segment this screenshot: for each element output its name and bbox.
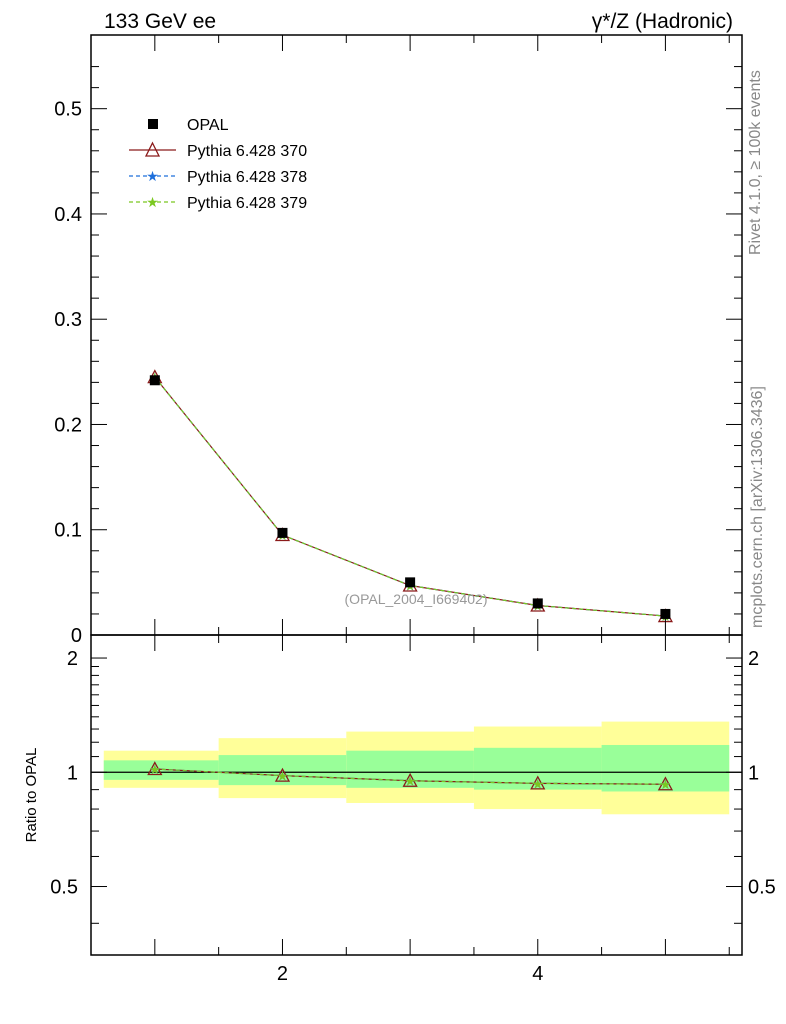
data-point: ★ (660, 777, 672, 792)
x-tick-label: 4 (532, 963, 543, 985)
data-point: ★ (532, 776, 544, 791)
legend: OPAL Pythia 6.428 370 ★ Pythia 6.428 378… (129, 117, 307, 212)
data-point: ★ (149, 762, 161, 777)
y-tick-label: 0.5 (54, 99, 82, 121)
y-tick-label: 1 (67, 762, 78, 784)
data-point (660, 608, 671, 619)
legend-item-p370: Pythia 6.428 370 (187, 143, 307, 160)
legend-item-p378: Pythia 6.428 378 (187, 169, 307, 186)
ratio-plot-area: ★ ★ ★ ★ ★★ ★ ★ ★ ★ (91, 721, 742, 815)
mcplots-label: mcplots.cern.ch [arXiv:1306.3436] (749, 386, 766, 628)
legend-item-p379: Pythia 6.428 379 (187, 195, 307, 212)
uncertainty-band-inner (103, 760, 219, 780)
y-tick-label: 0.1 (54, 520, 82, 542)
y-tick-label: 1 (748, 762, 759, 784)
rivet-label: Rivet 4.1.0, ≥ 100k events (747, 70, 764, 255)
y-tick-label: 0 (71, 625, 82, 647)
y-tick-label: 2 (67, 648, 78, 670)
ratio-frame (90, 634, 743, 956)
data-point (277, 527, 288, 538)
data-point (149, 375, 160, 386)
ratio-axis-ticks: 0.5 0.5 1 1 2 2 2 4 (50, 635, 776, 985)
y-tick-label: 2 (748, 648, 759, 670)
x-tick-label: 2 (277, 963, 288, 985)
y-tick-label: 0.5 (50, 877, 78, 899)
data-point: ★ (404, 774, 416, 789)
main-plot-area: ★★★★★★★★★★ (147, 369, 674, 624)
ratio-ylabel: Ratio to OPAL (23, 748, 40, 843)
legend-p370-triangle-icon (144, 141, 161, 157)
header-right-title: γ*/Z (Hadronic) (592, 10, 733, 33)
data-point (274, 767, 291, 782)
y-tick-label: 0.3 (54, 309, 82, 331)
data-point (147, 761, 163, 776)
legend-item-opal: OPAL (187, 117, 229, 134)
legend-opal-marker (148, 119, 158, 129)
data-point: ★ (532, 776, 544, 791)
data-point (532, 598, 543, 609)
data-point: ★ (660, 777, 672, 792)
legend-p379-star-icon: ★ (146, 194, 159, 210)
data-point (405, 577, 416, 588)
data-point: ★ (277, 769, 289, 784)
header-left-title: 133 GeV ee (104, 10, 216, 33)
series-line (154, 768, 666, 785)
y-tick-label: 0.2 (54, 414, 82, 436)
y-tick-label: 0.5 (748, 877, 776, 899)
watermark: (OPAL_2004_I669402) (345, 591, 488, 607)
series-line (154, 376, 666, 617)
legend-p378-star-icon: ★ (146, 168, 159, 184)
y-tick-label: 0.4 (54, 204, 82, 226)
